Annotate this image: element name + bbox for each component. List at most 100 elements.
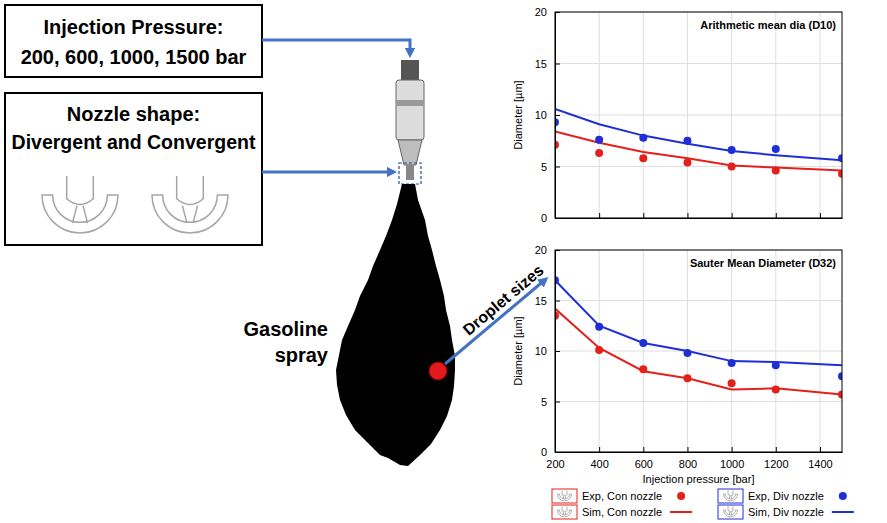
legend-item: Sim, Con nozzle	[552, 505, 692, 519]
plot-background	[555, 12, 842, 218]
legend-item: Exp, Div nozzle	[718, 489, 847, 503]
x-tick: 400	[590, 447, 608, 470]
data-point	[728, 379, 736, 387]
y-axis: 05101520	[535, 6, 560, 224]
spray-label-line: spray	[275, 344, 329, 366]
nozzle-ring	[152, 195, 228, 233]
diagram: Injection Pressure:200, 600, 1000, 1500 …	[5, 5, 547, 466]
x-tick-mark	[687, 213, 688, 218]
x-tick	[687, 213, 688, 218]
nozzle-cup	[177, 176, 204, 205]
y-tick-label: 15	[535, 295, 547, 307]
data-point	[838, 372, 842, 380]
x-tick: 600	[635, 447, 653, 470]
nozzle-ring	[724, 494, 738, 501]
nozzle-cup	[728, 507, 733, 512]
grid-line-x	[775, 250, 776, 452]
y-tick-label: 0	[541, 212, 547, 224]
y-tick-label: 0	[541, 446, 547, 458]
injector	[396, 60, 424, 184]
x-tick-label: 400	[590, 458, 608, 470]
grid-line-x	[599, 12, 600, 218]
grid-line-y	[555, 115, 842, 116]
x-tick: 1400	[808, 447, 832, 470]
y-tick-mark	[555, 301, 560, 302]
x-tick-label: 1000	[720, 458, 744, 470]
text-box	[5, 93, 262, 245]
box-text: Divergent and Convergent	[12, 131, 256, 153]
x-tick-mark	[732, 447, 733, 452]
y-tick-label: 5	[541, 396, 547, 408]
chart-title: Arithmetic mean dia (D10)	[700, 19, 836, 31]
chart: 20040060080010001200140005101520Sauter M…	[512, 244, 846, 485]
chart: 05101520Arithmetic mean dia (D10)Diamete…	[512, 6, 846, 224]
injector-tip	[406, 165, 414, 180]
y-tick: 0	[541, 446, 560, 458]
y-tick-mark	[555, 452, 560, 453]
grid-line-x	[643, 250, 644, 452]
nozzle-sketch	[724, 507, 738, 518]
y-tick: 15	[535, 58, 560, 70]
y-tick: 20	[535, 244, 560, 256]
grid-line-x	[775, 12, 776, 218]
injector-connector	[401, 60, 419, 80]
injector-taper	[398, 140, 422, 165]
y-tick: 0	[541, 212, 560, 224]
nozzle-hole	[565, 496, 567, 499]
nozzle-ring	[42, 195, 118, 233]
y-tick-mark	[555, 167, 560, 168]
plot-frame	[555, 12, 842, 218]
y-tick-label: 5	[541, 161, 547, 173]
x-tick: 1000	[720, 447, 744, 470]
y-tick: 10	[535, 345, 560, 357]
y-tick-label: 10	[535, 345, 547, 357]
spray-label: Gasolinespray	[244, 318, 329, 366]
grid-line-x	[731, 250, 732, 452]
x-tick-label: 600	[635, 458, 653, 470]
series-line	[555, 280, 842, 365]
nozzle-ring	[558, 494, 572, 501]
nozzle-hole	[182, 206, 187, 223]
legend-label: Sim, Div nozzle	[748, 506, 824, 518]
x-axis-title: Injection pressure [bar]	[643, 473, 755, 485]
legend-label: Sim, Con nozzle	[582, 506, 662, 518]
x-tick	[643, 213, 644, 218]
data-point	[639, 154, 647, 162]
nozzle-hole	[731, 496, 733, 499]
y-tick-mark	[555, 402, 560, 403]
nozzle-sketch	[42, 176, 118, 233]
x-tick	[599, 213, 600, 218]
y-tick-mark	[555, 218, 560, 219]
grid-line-x	[731, 12, 732, 218]
legend-label: Exp, Con nozzle	[582, 490, 662, 502]
x-tick-mark	[776, 447, 777, 452]
plot-marks	[555, 276, 842, 398]
grid-line-x	[819, 250, 820, 452]
y-tick-mark	[555, 351, 560, 352]
series-line	[555, 131, 842, 170]
y-tick-label: 15	[535, 58, 547, 70]
y-tick: 5	[541, 161, 560, 173]
legend-swatch	[670, 511, 692, 513]
legend-icon-box	[552, 489, 577, 503]
y-tick-label: 10	[535, 109, 547, 121]
x-tick-mark	[599, 447, 600, 452]
grid-line-y	[555, 401, 842, 402]
series-line	[555, 109, 842, 161]
y-tick-mark	[555, 250, 560, 251]
nozzle-hole	[729, 496, 731, 499]
grid-line-x	[643, 12, 644, 218]
nozzle-cup	[562, 507, 567, 512]
x-tick-label: 1200	[764, 458, 788, 470]
y-tick-label: 20	[535, 244, 547, 256]
nozzle-hole	[729, 512, 731, 515]
nozzle-hole	[565, 512, 567, 515]
spray	[336, 184, 455, 466]
injector-ring	[396, 100, 424, 106]
x-tick-label: 800	[679, 458, 697, 470]
x-tick-mark	[732, 213, 733, 218]
x-tick: 1200	[764, 447, 788, 470]
x-tick-mark	[687, 447, 688, 452]
legend-icon-box	[718, 489, 743, 503]
legend: Exp, Con nozzle Sim, Con nozzle Exp, Div n…	[552, 489, 854, 519]
